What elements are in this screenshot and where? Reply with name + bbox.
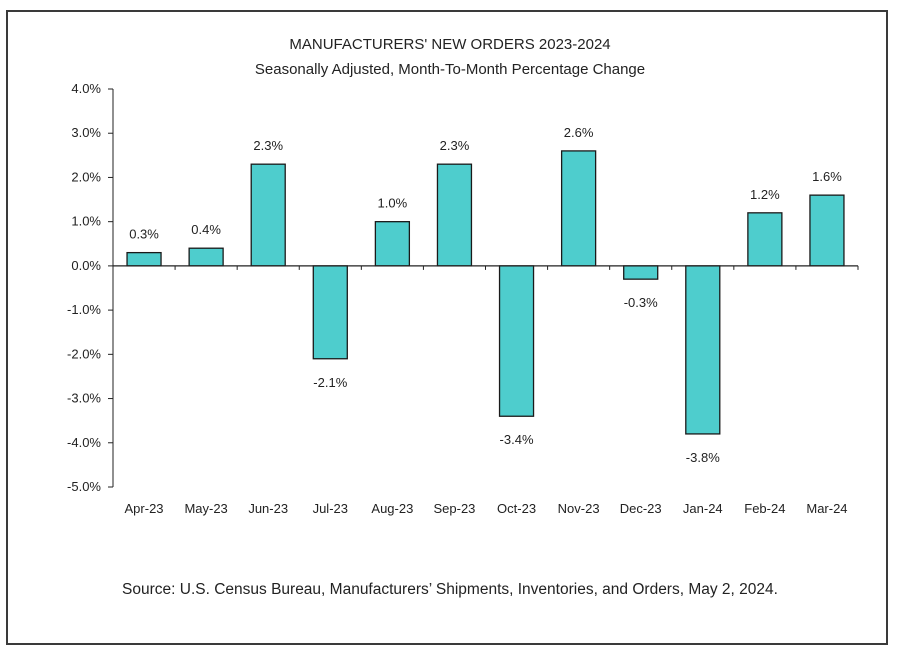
y-tick-label: 0.0% bbox=[71, 258, 101, 273]
data-label: 1.6% bbox=[812, 169, 842, 184]
y-tick-label: -2.0% bbox=[67, 346, 101, 361]
x-tick-label: Sep-23 bbox=[433, 501, 475, 516]
chart-title: MANUFACTURERS' NEW ORDERS 2023-2024 bbox=[289, 36, 611, 53]
bar bbox=[250, 163, 286, 267]
y-tick-label: -3.0% bbox=[67, 391, 101, 406]
bar bbox=[747, 212, 783, 267]
y-tick-label: 1.0% bbox=[71, 214, 101, 229]
x-tick-label: Mar-24 bbox=[806, 501, 847, 516]
bar bbox=[623, 265, 659, 280]
y-tick-label: 3.0% bbox=[71, 125, 101, 140]
x-tick-label: Dec-23 bbox=[620, 501, 662, 516]
chart-subtitle: Seasonally Adjusted, Month-To-Month Perc… bbox=[254, 61, 646, 78]
x-tick-label: Nov-23 bbox=[558, 501, 600, 516]
data-label: 0.4% bbox=[191, 222, 221, 237]
data-label: 0.3% bbox=[129, 227, 159, 242]
data-label: 1.2% bbox=[750, 187, 780, 202]
x-tick-label: Oct-23 bbox=[497, 501, 536, 516]
bar bbox=[374, 221, 411, 267]
data-label: -3.4% bbox=[500, 432, 534, 447]
y-tick-label: -1.0% bbox=[67, 302, 101, 317]
y-tick-label: 2.0% bbox=[71, 169, 101, 184]
x-tick-label: Feb-24 bbox=[744, 501, 785, 516]
bar bbox=[809, 194, 845, 267]
bar bbox=[126, 251, 162, 267]
source-note: Source: U.S. Census Bureau, Manufacturer… bbox=[122, 581, 778, 598]
x-tick-label: Jan-24 bbox=[683, 501, 723, 516]
x-tick-label: May-23 bbox=[184, 501, 227, 516]
bar bbox=[498, 265, 535, 417]
data-label: 2.3% bbox=[440, 138, 470, 153]
data-label: 2.3% bbox=[253, 138, 283, 153]
data-label: -2.1% bbox=[313, 375, 347, 390]
y-tick-label: -5.0% bbox=[67, 479, 101, 494]
data-label: 1.0% bbox=[378, 196, 408, 211]
bar bbox=[188, 247, 224, 267]
y-tick-label: 4.0% bbox=[71, 81, 101, 96]
data-label: -0.3% bbox=[624, 295, 658, 310]
x-tick-label: Aug-23 bbox=[371, 501, 413, 516]
y-tick-label: -4.0% bbox=[67, 435, 101, 450]
data-label: 2.6% bbox=[564, 125, 594, 140]
bar bbox=[312, 265, 348, 360]
chart-frame bbox=[6, 10, 888, 645]
x-tick-label: Jun-23 bbox=[248, 501, 288, 516]
bar bbox=[685, 265, 721, 435]
data-label: -3.8% bbox=[686, 450, 720, 465]
x-tick-label: Apr-23 bbox=[125, 501, 164, 516]
bar bbox=[560, 150, 597, 267]
x-tick-label: Jul-23 bbox=[313, 501, 348, 516]
bar bbox=[436, 163, 473, 267]
